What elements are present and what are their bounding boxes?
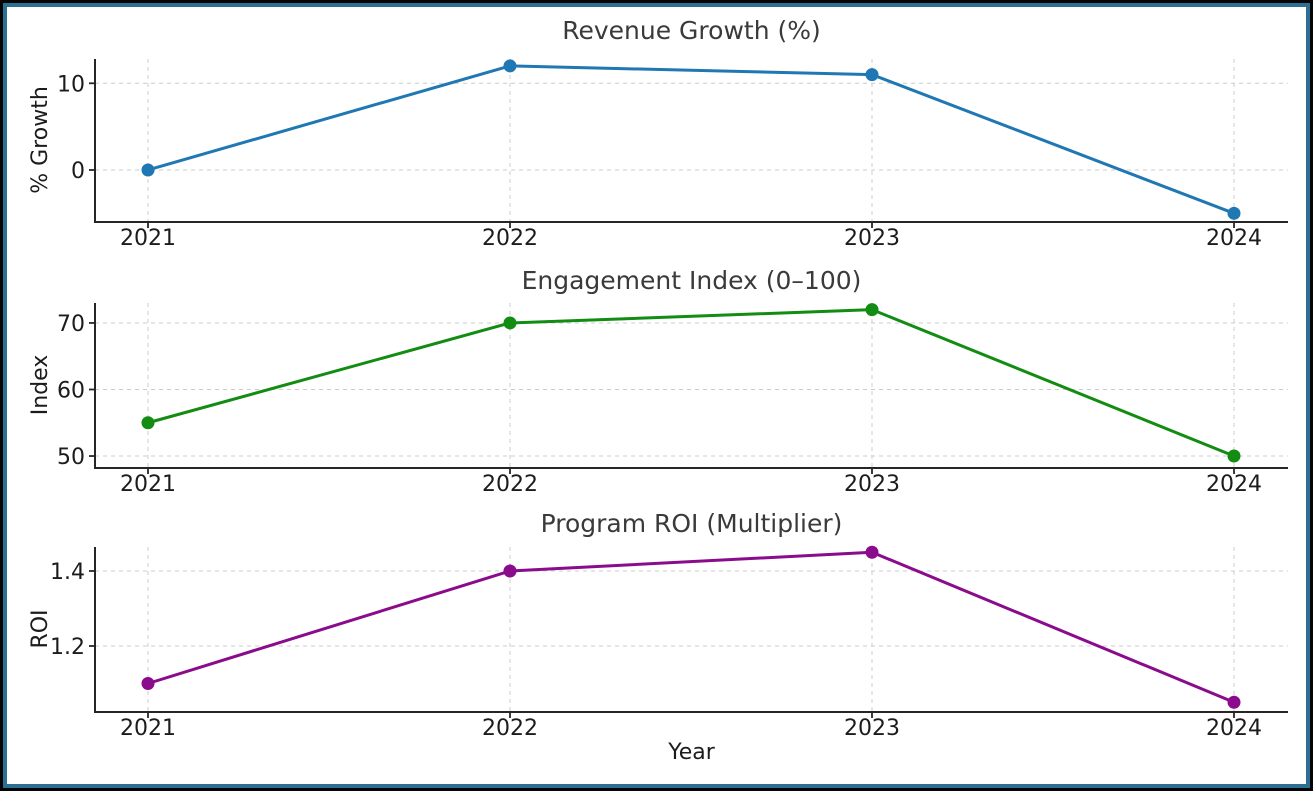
y-tick-label: 70 bbox=[57, 312, 85, 337]
chart1-ylabel: % Growth bbox=[28, 86, 53, 194]
data-point bbox=[865, 545, 879, 559]
chart1-title: Revenue Growth (%) bbox=[562, 16, 821, 45]
data-point bbox=[865, 303, 879, 317]
data-point bbox=[865, 68, 879, 82]
x-tick-label: 2024 bbox=[1206, 226, 1262, 251]
data-point bbox=[503, 59, 517, 73]
data-line bbox=[146, 64, 1236, 215]
y-tick-label: 10 bbox=[57, 72, 85, 97]
x-tick-label: 2021 bbox=[120, 226, 176, 251]
y-tick-label: 1.4 bbox=[50, 560, 85, 585]
data-point bbox=[1227, 695, 1241, 709]
xaxis-label: Year bbox=[668, 740, 715, 765]
x-tick-label: 2023 bbox=[844, 226, 900, 251]
data-point bbox=[141, 677, 155, 690]
data-point bbox=[141, 163, 155, 177]
chart3-ylabel: ROI bbox=[28, 609, 53, 649]
x-tick-label: 2023 bbox=[844, 716, 900, 741]
y-tick-label: 50 bbox=[57, 445, 85, 470]
x-tick-label: 2021 bbox=[120, 472, 176, 497]
x-tick-label: 2024 bbox=[1206, 472, 1262, 497]
x-tick-label: 2021 bbox=[120, 716, 176, 741]
data-point bbox=[503, 564, 517, 578]
chart2-title: Engagement Index (0–100) bbox=[521, 266, 862, 295]
data-line bbox=[146, 550, 1236, 704]
chart2-ylabel: Index bbox=[28, 354, 53, 416]
x-tick-label: 2023 bbox=[844, 472, 900, 497]
x-tick-label: 2024 bbox=[1206, 716, 1262, 741]
data-point bbox=[503, 316, 517, 330]
x-tick-label: 2022 bbox=[482, 716, 538, 741]
y-tick-label: 1.2 bbox=[50, 635, 85, 660]
x-tick-label: 2022 bbox=[482, 226, 538, 251]
x-tick-label: 2022 bbox=[482, 472, 538, 497]
y-tick-label: 0 bbox=[71, 159, 85, 184]
data-point bbox=[1227, 206, 1241, 220]
y-tick-label: 60 bbox=[57, 378, 85, 403]
data-point bbox=[1227, 449, 1241, 463]
data-line bbox=[146, 308, 1236, 458]
data-point bbox=[141, 416, 155, 430]
chart3-title: Program ROI (Multiplier) bbox=[540, 509, 843, 538]
